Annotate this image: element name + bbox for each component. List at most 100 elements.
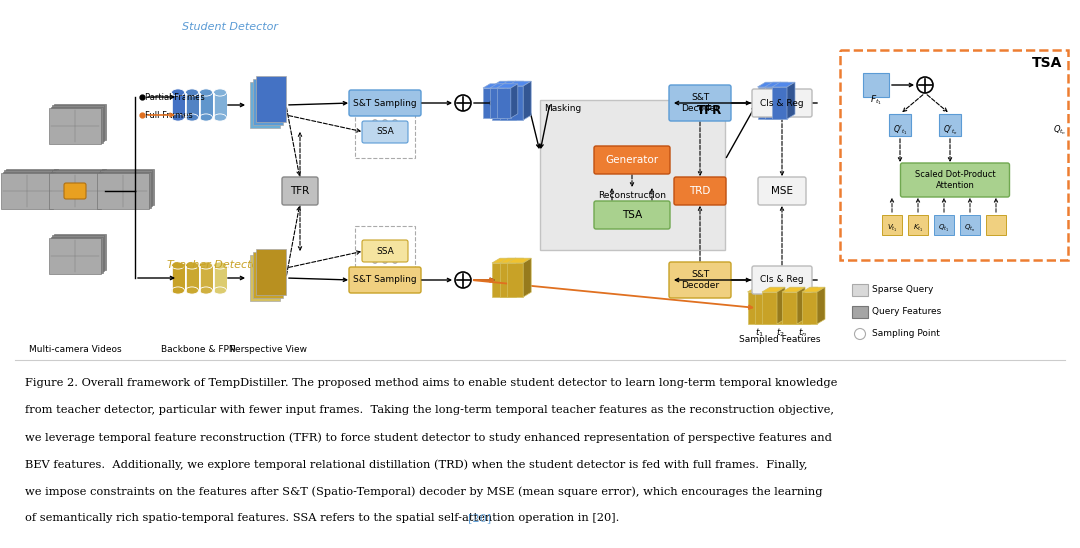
Polygon shape: [523, 258, 531, 297]
Text: we impose constraints on the features after S&T (Spatio-Temporal) decoder by MSE: we impose constraints on the features af…: [25, 486, 823, 496]
Bar: [852, 306, 868, 318]
FancyBboxPatch shape: [349, 267, 421, 293]
Bar: [490, 88, 504, 118]
Bar: [51, 172, 103, 208]
Ellipse shape: [186, 287, 199, 294]
Bar: [256, 76, 286, 122]
FancyBboxPatch shape: [752, 89, 812, 117]
Polygon shape: [492, 258, 516, 263]
Circle shape: [917, 77, 933, 93]
FancyBboxPatch shape: [282, 177, 318, 205]
Text: of semantically rich spatio-temporal features. SSA refers to the spatial self-at: of semantically rich spatio-temporal fea…: [25, 513, 619, 523]
FancyBboxPatch shape: [64, 183, 86, 199]
Bar: [934, 215, 954, 235]
Ellipse shape: [172, 287, 185, 294]
Text: $Q_{t_n}$: $Q_{t_n}$: [1053, 123, 1067, 137]
Polygon shape: [497, 84, 504, 118]
Text: from teacher detector, particular with fewer input frames.  Taking the long-term: from teacher detector, particular with f…: [25, 405, 834, 415]
Text: Multi-camera Videos: Multi-camera Videos: [29, 345, 121, 354]
Bar: [4, 170, 56, 206]
Bar: [492, 263, 508, 297]
Text: S&T
Decoder: S&T Decoder: [680, 270, 719, 290]
Bar: [762, 292, 777, 324]
Text: TSA: TSA: [1031, 56, 1062, 70]
Polygon shape: [802, 287, 825, 292]
Bar: [52, 105, 104, 141]
Polygon shape: [511, 84, 517, 118]
FancyBboxPatch shape: [669, 262, 731, 298]
Bar: [795, 292, 810, 324]
Bar: [102, 168, 153, 204]
Polygon shape: [500, 258, 524, 263]
Circle shape: [373, 128, 378, 133]
Text: SSA: SSA: [376, 247, 394, 255]
Text: we leverage temporal feature reconstruction (TFR) to force student detector to s: we leverage temporal feature reconstruct…: [25, 432, 832, 443]
Bar: [355, 226, 415, 281]
Circle shape: [392, 119, 397, 124]
Circle shape: [373, 243, 378, 248]
Bar: [755, 292, 770, 324]
Text: S&T Sampling: S&T Sampling: [353, 99, 417, 107]
Text: $t_n$: $t_n$: [798, 327, 808, 339]
Text: Cls & Reg: Cls & Reg: [760, 276, 804, 284]
Circle shape: [382, 135, 388, 140]
Bar: [355, 103, 415, 158]
Text: $Q'_{t_n}$: $Q'_{t_n}$: [943, 123, 957, 137]
Text: S&T Sampling: S&T Sampling: [353, 276, 417, 284]
Text: TSA: TSA: [622, 210, 643, 220]
Text: MSE: MSE: [771, 186, 793, 196]
FancyBboxPatch shape: [674, 177, 726, 205]
Bar: [768, 292, 783, 324]
Circle shape: [455, 95, 471, 111]
FancyBboxPatch shape: [758, 177, 806, 205]
Text: $t_1$: $t_1$: [756, 327, 765, 339]
Polygon shape: [483, 84, 504, 88]
Circle shape: [392, 135, 397, 140]
Polygon shape: [774, 287, 798, 292]
Polygon shape: [795, 287, 818, 292]
Text: Query Features: Query Features: [872, 307, 942, 317]
Text: Figure 2. Overall framework of TempDistiller. The proposed method aims to enable: Figure 2. Overall framework of TempDisti…: [25, 378, 837, 388]
FancyBboxPatch shape: [901, 163, 1010, 197]
Polygon shape: [768, 287, 791, 292]
Text: [20]: [20]: [469, 513, 491, 523]
Polygon shape: [782, 287, 805, 292]
Polygon shape: [747, 287, 770, 292]
Bar: [852, 284, 868, 296]
FancyBboxPatch shape: [349, 90, 421, 116]
Bar: [253, 79, 283, 125]
Bar: [214, 93, 227, 117]
Polygon shape: [772, 82, 795, 87]
Bar: [200, 265, 213, 290]
Bar: [54, 168, 106, 204]
Bar: [5, 168, 57, 204]
Ellipse shape: [200, 89, 213, 96]
Circle shape: [382, 250, 388, 255]
Circle shape: [373, 135, 378, 140]
Text: Sparse Query: Sparse Query: [872, 286, 933, 294]
Polygon shape: [508, 81, 516, 120]
FancyBboxPatch shape: [594, 201, 670, 229]
Polygon shape: [762, 287, 785, 292]
Text: TFR: TFR: [697, 104, 723, 117]
Polygon shape: [523, 81, 531, 120]
Text: TRD: TRD: [689, 186, 711, 196]
Bar: [97, 173, 149, 209]
Text: $Q'_{t_1}$: $Q'_{t_1}$: [893, 123, 907, 137]
Bar: [500, 86, 515, 120]
Ellipse shape: [200, 114, 213, 121]
Bar: [200, 93, 213, 117]
Bar: [1, 173, 53, 209]
Text: Cls & Reg: Cls & Reg: [760, 99, 804, 107]
Polygon shape: [500, 81, 524, 86]
Polygon shape: [508, 258, 516, 297]
Bar: [889, 114, 912, 136]
Polygon shape: [497, 84, 517, 88]
Polygon shape: [757, 82, 781, 87]
Text: $V_{t_1}$: $V_{t_1}$: [887, 222, 897, 233]
Polygon shape: [787, 82, 795, 119]
Bar: [51, 237, 103, 272]
Ellipse shape: [200, 262, 213, 269]
Bar: [256, 249, 286, 295]
Polygon shape: [789, 287, 798, 324]
